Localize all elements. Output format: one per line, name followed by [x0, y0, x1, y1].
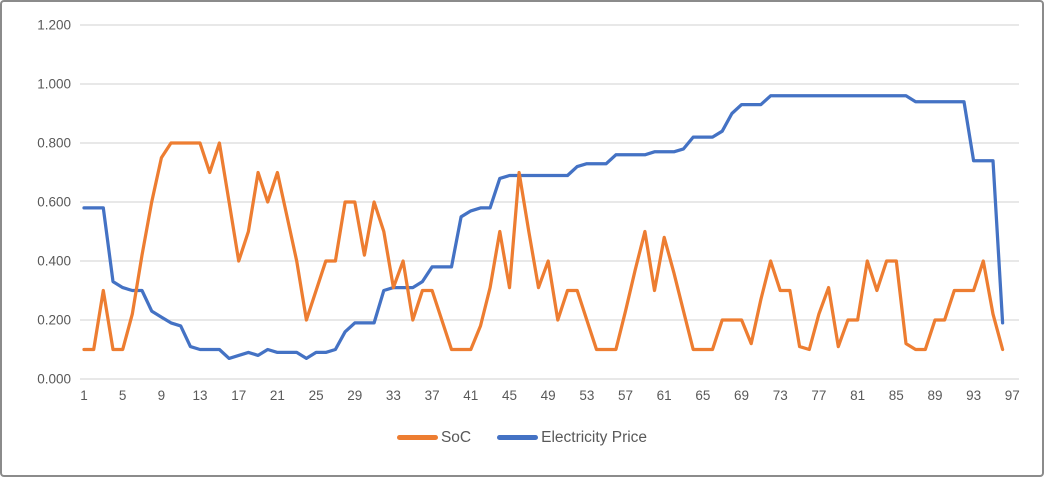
x-axis-tick-label: 13 — [193, 388, 208, 403]
electricity-price-legend-line-swatch — [497, 435, 539, 441]
x-axis-tick-label: 25 — [309, 388, 324, 403]
soc-legend-label: SoC — [440, 429, 472, 446]
y-axis-tick-label: 0.200 — [37, 313, 71, 328]
x-axis-tick-label: 45 — [502, 388, 517, 403]
series-line-soc[interactable] — [82, 141, 1005, 352]
x-axis-tick-label: 97 — [1005, 388, 1020, 403]
series-line-electricity-price[interactable] — [82, 94, 1005, 361]
x-axis-tick-label: 17 — [231, 388, 246, 403]
y-axis-tick-label: 0.800 — [37, 136, 71, 151]
y-axis-tick-label: 0.400 — [37, 254, 71, 269]
x-axis-tick-label: 49 — [541, 388, 556, 403]
x-axis-tick-label: 41 — [463, 388, 478, 403]
x-axis-tick-label: 5 — [119, 388, 127, 403]
soc-legend-line-swatch — [396, 435, 438, 441]
x-axis-tick-label: 73 — [773, 388, 788, 403]
x-axis-tick-label: 33 — [386, 388, 401, 403]
x-axis-tick-label: 21 — [270, 388, 285, 403]
chart-legend: SoC Electricity Price — [2, 430, 1042, 446]
x-axis-tick-label: 1 — [80, 388, 88, 403]
x-axis-tick-label: 89 — [927, 388, 942, 403]
legend-item-soc[interactable]: SoC — [396, 429, 472, 446]
x-axis-tick-label: 69 — [734, 388, 749, 403]
x-axis-tick-label: 53 — [579, 388, 594, 403]
x-axis-tick-label: 37 — [425, 388, 440, 403]
y-axis-tick-label: 0.000 — [37, 372, 71, 387]
x-axis-tick-label: 85 — [889, 388, 904, 403]
x-axis-tick-label: 57 — [618, 388, 633, 403]
legend-item-electricity-price[interactable]: Electricity Price — [497, 430, 647, 446]
x-axis-tick-label: 9 — [158, 388, 166, 403]
x-axis-tick-label: 81 — [850, 388, 865, 403]
x-axis-tick-label: 93 — [966, 388, 981, 403]
x-axis-tick-label: 65 — [695, 388, 710, 403]
y-axis-tick-label: 0.600 — [37, 195, 71, 210]
x-axis-tick-label: 61 — [657, 388, 672, 403]
x-axis-tick-label: 77 — [811, 388, 826, 403]
y-axis-tick-label: 1.200 — [37, 18, 71, 33]
electricity-price-legend-label: Electricity Price — [541, 429, 648, 446]
x-axis-tick-label: 29 — [347, 388, 362, 403]
y-axis-tick-label: 1.000 — [37, 77, 71, 92]
